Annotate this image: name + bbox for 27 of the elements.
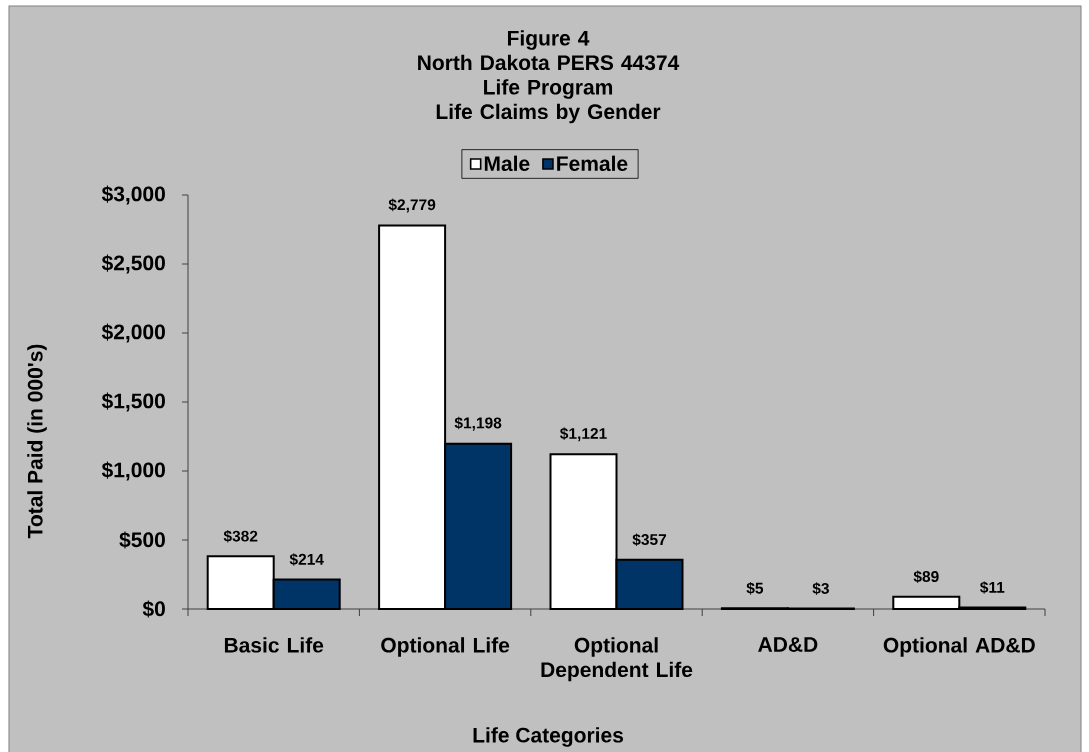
data-label: $89: [913, 570, 939, 584]
y-tick-label: $2,000: [101, 323, 165, 343]
data-label: $382: [223, 529, 258, 543]
y-tick-label: $0: [142, 600, 165, 618]
data-label: $5: [746, 581, 764, 595]
x-tick-label: AD&D: [758, 637, 818, 652]
x-axis-title: Life Categories: [473, 727, 624, 747]
y-tick-label: $2,500: [101, 254, 165, 274]
chart-title: Figure 4 North Dakota PERS 44374 Life Program Life Claims by Gender: [418, 30, 680, 124]
legend-label: Female: [557, 155, 628, 172]
x-tick-label: Optional Dependent Life: [541, 637, 693, 682]
data-label: $214: [289, 553, 324, 566]
data-label: $1,198: [454, 416, 502, 431]
x-tick-label: Optional AD&D: [883, 637, 1035, 657]
x-tick-label: Basic Life: [224, 637, 324, 653]
data-label: $1,121: [560, 427, 607, 442]
data-label: $11: [980, 581, 1005, 594]
data-label: $357: [632, 533, 667, 547]
y-tick-label: $500: [119, 531, 165, 549]
data-label: $3: [812, 582, 829, 595]
legend-label: Male: [484, 155, 530, 172]
y-tick-label: $3,000: [101, 185, 165, 205]
y-axis-title: Total Paid (in 000's): [27, 344, 47, 539]
data-label: $2,779: [388, 198, 436, 213]
x-tick-label: Optional Life: [381, 637, 510, 657]
y-tick-label: $1,500: [101, 392, 165, 412]
y-tick-label: $1,000: [101, 461, 165, 481]
